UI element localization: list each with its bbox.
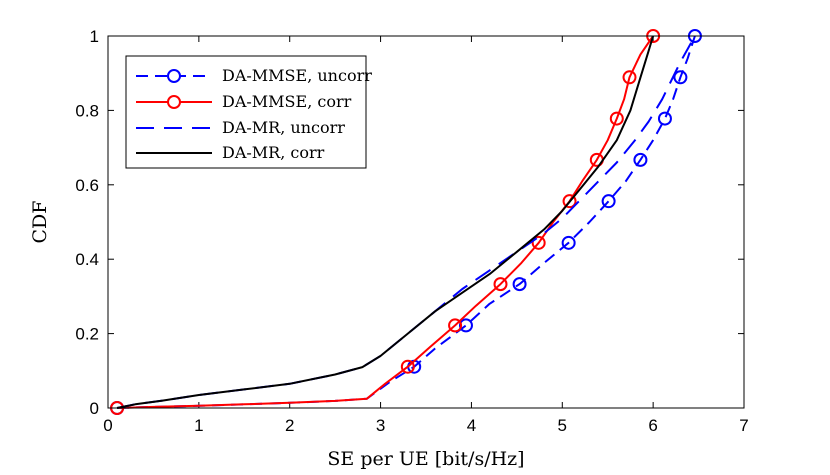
data-point xyxy=(448,318,463,333)
legend-item-0: DA-MMSE, uncorr xyxy=(136,66,372,85)
data-point xyxy=(561,235,576,250)
data-point xyxy=(458,318,473,333)
data-point xyxy=(512,277,527,292)
y-axis-label: CDF xyxy=(29,201,51,244)
data-point xyxy=(673,70,688,85)
x-tick-label: 6 xyxy=(648,416,657,435)
y-tick-label: 0.6 xyxy=(75,176,99,195)
series-line xyxy=(116,35,655,409)
x-tick-label: 0 xyxy=(103,416,112,435)
data-point xyxy=(657,111,672,126)
legend-marker xyxy=(167,95,181,109)
x-tick-label: 3 xyxy=(376,416,385,435)
data-point xyxy=(531,235,546,250)
data-point xyxy=(493,277,508,292)
legend-label: DA-MMSE, corr xyxy=(222,92,352,111)
x-axis-label: SE per UE [bit/s/Hz] xyxy=(327,448,524,470)
legend-label: DA-MR, corr xyxy=(222,143,325,162)
y-tick-label: 0.8 xyxy=(75,101,99,120)
legend-item-1: DA-MMSE, corr xyxy=(136,92,352,111)
data-point xyxy=(609,111,624,126)
legend-item-2: DA-MR, uncorr xyxy=(136,118,345,137)
plot-frame xyxy=(107,35,745,409)
x-tick-label: 1 xyxy=(194,416,203,435)
legend-marker xyxy=(167,69,181,83)
data-point xyxy=(601,194,616,209)
data-point xyxy=(633,152,648,167)
y-tick-label: 0.4 xyxy=(75,250,99,269)
legend-item-3: DA-MR, corr xyxy=(136,143,325,162)
data-point xyxy=(400,359,415,374)
legend: DA-MMSE, uncorr DA-MMSE, corr DA-MR, uncor… xyxy=(125,55,372,169)
legend-label: DA-MR, uncorr xyxy=(222,118,345,137)
data-point xyxy=(562,194,577,209)
data-point xyxy=(622,70,637,85)
series-layer xyxy=(110,29,702,415)
series-3 xyxy=(116,35,655,409)
series-line xyxy=(117,35,654,409)
x-tick-label: 5 xyxy=(558,416,567,435)
y-tick-label: 0 xyxy=(90,399,99,418)
legend-box xyxy=(125,55,367,169)
x-tick-label: 7 xyxy=(739,416,748,435)
x-tick-label: 2 xyxy=(285,416,294,435)
y-tick-label: 0.2 xyxy=(75,325,99,344)
x-tick-label: 4 xyxy=(467,416,476,435)
legend-label: DA-MMSE, uncorr xyxy=(222,66,372,85)
y-tick-label: 1 xyxy=(90,27,99,46)
